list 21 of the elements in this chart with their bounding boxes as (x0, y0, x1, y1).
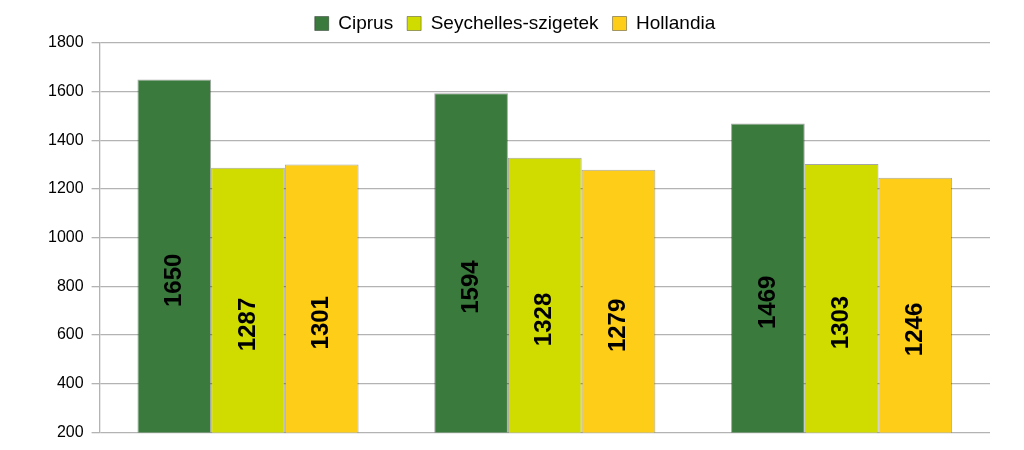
data-label: 1287 (232, 297, 260, 352)
legend-label: Seychelles-szigetek (430, 11, 600, 33)
y-tick-label: 1000 (48, 228, 84, 246)
data-label: 1246 (899, 302, 927, 357)
data-label: 1328 (529, 292, 557, 347)
data-label: 1279 (603, 298, 631, 353)
data-label: 1469 (752, 275, 780, 330)
data-label: 1303 (826, 295, 854, 350)
y-tick-label: 1800 (48, 33, 84, 51)
y-tick-label: 600 (56, 325, 84, 343)
y-tick-label: 1400 (48, 130, 84, 148)
y-tick-label: 1600 (48, 82, 84, 100)
data-label: 1594 (455, 259, 483, 314)
data-label: 1301 (306, 296, 334, 350)
legend-label: Hollandia (636, 11, 716, 33)
y-tick-label: 200 (56, 422, 84, 440)
y-tick-label: 800 (56, 276, 84, 294)
y-tick-label: 1200 (48, 179, 84, 197)
y-tick-label: 400 (56, 374, 84, 392)
data-label: 1650 (158, 253, 186, 307)
legend-label: Ciprus (338, 11, 394, 33)
